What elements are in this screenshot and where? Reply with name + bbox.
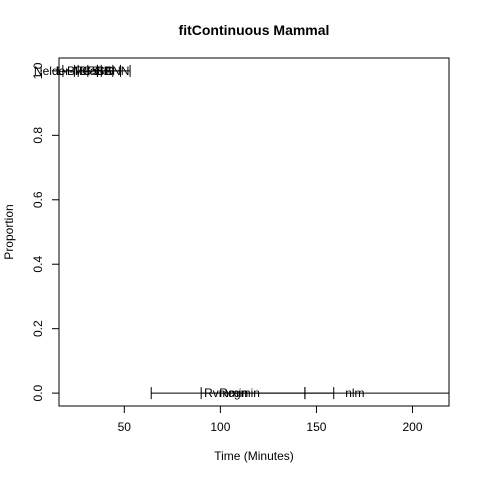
y-tick-label: 0.8 — [31, 127, 45, 144]
y-tick-label: 0.4 — [31, 256, 45, 273]
series-layer: Nelder-MeadL-BFGS-BBFGSCGSANNRvmminRcgmi… — [34, 64, 450, 400]
chart-title: fitContinuous Mammal — [179, 22, 330, 38]
x-tick-label: 200 — [402, 420, 422, 434]
series-sann: SANN — [96, 64, 131, 78]
series-label: SANN — [96, 64, 129, 78]
x-tick-label: 150 — [306, 420, 326, 434]
series-label: nlm — [345, 386, 364, 400]
y-axis: 0.0 0.2 0.4 0.6 0.8 1.0 — [31, 62, 59, 401]
series-nlm: nlm — [304, 386, 450, 400]
plot-frame — [58, 57, 450, 407]
x-axis: 50 100 150 200 — [118, 406, 423, 434]
series-label: BFGS — [79, 64, 112, 78]
series-nelder-mead: Nelder-Mead — [34, 64, 103, 78]
x-tick-label: 100 — [210, 420, 230, 434]
series-label: Nelder-Mead — [34, 64, 103, 78]
y-tick-label: 0.2 — [31, 320, 45, 337]
y-tick-label: 0.6 — [31, 191, 45, 208]
y-tick-label: 1.0 — [31, 62, 45, 79]
x-axis-label: Time (Minutes) — [214, 449, 294, 463]
x-tick-label: 50 — [118, 420, 132, 434]
series-label: Rcgmin — [219, 386, 260, 400]
y-tick-label: 0.0 — [31, 384, 45, 401]
y-axis-label: Proportion — [2, 204, 16, 259]
